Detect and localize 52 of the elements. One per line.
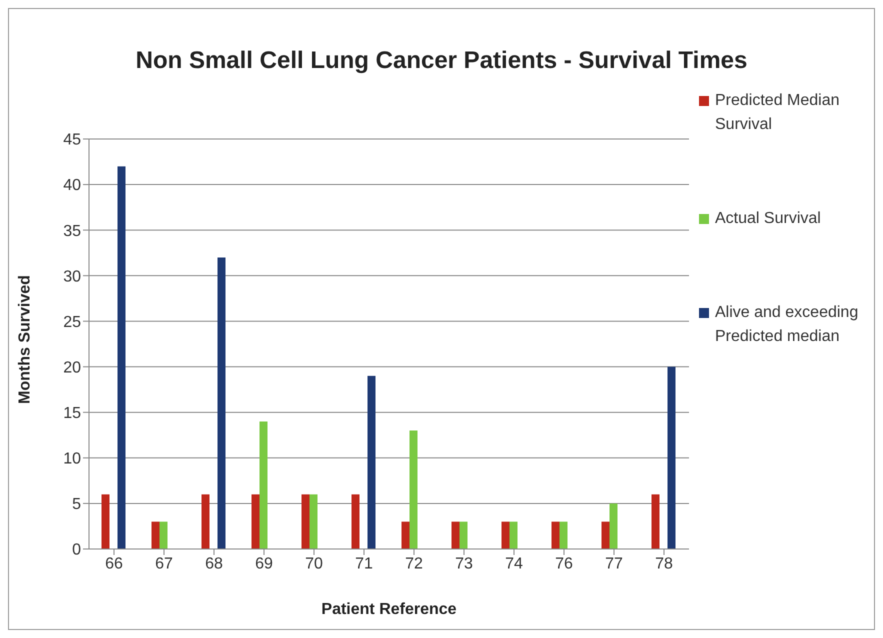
y-tick-label: 25 bbox=[63, 314, 82, 331]
x-tick-label: 69 bbox=[255, 555, 273, 572]
x-tick-label: 71 bbox=[355, 555, 373, 572]
bar bbox=[252, 494, 260, 549]
bar bbox=[510, 522, 518, 549]
y-tick-label: 35 bbox=[63, 222, 82, 240]
bar bbox=[560, 522, 568, 549]
bar bbox=[460, 522, 468, 549]
legend-label: Alive and exceeding Predicted median bbox=[715, 303, 860, 347]
y-axis-title: Months Survived bbox=[16, 275, 34, 404]
x-tick-label: 67 bbox=[155, 555, 173, 572]
bar bbox=[102, 494, 110, 549]
x-tick-label: 73 bbox=[455, 555, 473, 572]
bar bbox=[118, 166, 126, 549]
x-tick-label: 78 bbox=[655, 555, 673, 572]
y-tick-label: 0 bbox=[72, 542, 82, 559]
y-tick-label: 15 bbox=[63, 405, 82, 422]
bar bbox=[610, 503, 618, 549]
bar bbox=[160, 522, 168, 549]
bar bbox=[302, 494, 310, 549]
bar bbox=[368, 376, 376, 549]
legend-label: Actual Survival bbox=[715, 209, 821, 229]
x-tick-label: 66 bbox=[105, 555, 123, 572]
y-tick-label: 10 bbox=[63, 450, 82, 468]
bar bbox=[152, 522, 160, 549]
bar bbox=[202, 494, 210, 549]
y-tick-label: 40 bbox=[63, 177, 82, 194]
bar bbox=[218, 257, 226, 549]
x-tick-label: 72 bbox=[405, 555, 423, 572]
x-axis-title: Patient Reference bbox=[321, 601, 457, 618]
x-tick-label: 76 bbox=[555, 555, 573, 572]
legend-label: Predicted Median Survival bbox=[715, 91, 841, 135]
bar bbox=[552, 522, 560, 549]
y-tick-label: 45 bbox=[63, 132, 82, 149]
bar bbox=[668, 366, 676, 549]
x-tick-label: 74 bbox=[505, 555, 523, 572]
x-tick-label: 70 bbox=[305, 555, 323, 572]
x-tick-label: 68 bbox=[205, 555, 223, 572]
bar bbox=[502, 522, 510, 549]
y-tick-label: 20 bbox=[63, 359, 82, 376]
y-tick-label: 30 bbox=[63, 268, 82, 286]
bar bbox=[602, 522, 610, 549]
y-tick-label: 5 bbox=[72, 496, 82, 514]
bar bbox=[260, 421, 268, 549]
bar bbox=[410, 430, 418, 549]
bar bbox=[310, 494, 318, 549]
x-tick-label: 77 bbox=[605, 555, 623, 572]
bar bbox=[452, 522, 460, 549]
bar bbox=[652, 494, 660, 549]
bar bbox=[352, 494, 360, 549]
bar bbox=[402, 522, 410, 549]
chart-title: Non Small Cell Lung Cancer Patients - Survival Times bbox=[134, 46, 748, 74]
